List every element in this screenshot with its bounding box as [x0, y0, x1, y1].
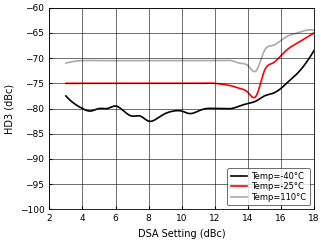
Temp=-25°C	[274, 59, 278, 62]
Temp=-25°C	[212, 82, 215, 85]
Temp=-25°C	[290, 45, 294, 48]
Temp=110°C	[64, 62, 68, 65]
Temp=110°C	[308, 28, 312, 31]
Temp=110°C	[212, 59, 215, 62]
Legend: Temp=-40°C, Temp=-25°C, Temp=110°C: Temp=-40°C, Temp=-25°C, Temp=110°C	[227, 168, 310, 205]
Temp=110°C	[211, 59, 215, 62]
Temp=-40°C	[64, 95, 68, 97]
Temp=110°C	[252, 70, 256, 73]
Y-axis label: HD3 (dBc): HD3 (dBc)	[4, 84, 14, 134]
Temp=-25°C	[211, 82, 215, 85]
Temp=110°C	[65, 61, 69, 64]
Line: Temp=-25°C: Temp=-25°C	[66, 33, 314, 98]
Temp=-40°C	[312, 49, 316, 52]
Temp=110°C	[216, 59, 220, 62]
Temp=-25°C	[312, 31, 316, 34]
Line: Temp=110°C: Temp=110°C	[66, 30, 314, 72]
Temp=-40°C	[274, 90, 278, 93]
Line: Temp=-40°C: Temp=-40°C	[66, 51, 314, 121]
Temp=110°C	[274, 43, 278, 45]
Temp=-40°C	[212, 107, 215, 110]
Temp=110°C	[312, 29, 316, 32]
Temp=-40°C	[65, 95, 69, 98]
Temp=-40°C	[217, 107, 221, 110]
Temp=110°C	[290, 33, 294, 36]
Temp=-40°C	[213, 107, 216, 110]
Temp=-25°C	[216, 82, 220, 85]
X-axis label: DSA Setting (dBc): DSA Setting (dBc)	[138, 229, 226, 239]
Temp=-40°C	[290, 77, 294, 80]
Temp=-25°C	[64, 82, 68, 85]
Temp=-25°C	[251, 96, 255, 99]
Temp=-40°C	[149, 120, 153, 123]
Temp=-25°C	[65, 82, 69, 85]
